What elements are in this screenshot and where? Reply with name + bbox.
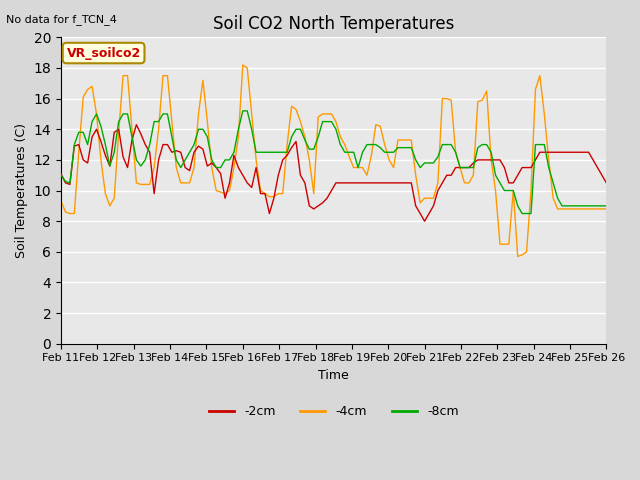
Text: VR_soilco2: VR_soilco2 [67, 47, 141, 60]
Y-axis label: Soil Temperatures (C): Soil Temperatures (C) [15, 123, 28, 258]
Title: Soil CO2 North Temperatures: Soil CO2 North Temperatures [213, 15, 454, 33]
Legend: -2cm, -4cm, -8cm: -2cm, -4cm, -8cm [204, 400, 463, 423]
X-axis label: Time: Time [318, 369, 349, 382]
Text: No data for f_TCN_4: No data for f_TCN_4 [6, 14, 117, 25]
